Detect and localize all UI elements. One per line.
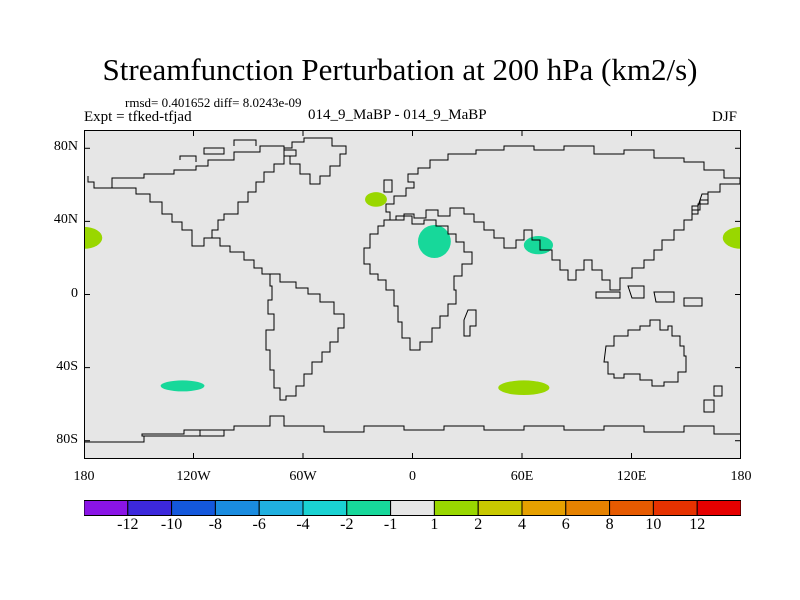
colorbar-swatch (171, 500, 216, 516)
colorbar-swatch (127, 500, 173, 516)
colorbar-label: 8 (605, 516, 614, 533)
colorbar-swatch (84, 500, 129, 516)
coastline-eurasia (385, 145, 741, 291)
lon-tick-label: 0 (409, 469, 416, 484)
anomaly-layer (84, 192, 741, 396)
colorbar-label: -4 (296, 516, 310, 533)
coastline-greenland (283, 137, 347, 185)
colorbar-label: 2 (474, 516, 483, 533)
lat-tick-label: 80N (53, 139, 78, 155)
colorbar-swatch (477, 500, 523, 516)
coastline-madagascar (463, 309, 477, 337)
colorbar-label: 10 (645, 516, 662, 533)
colorbar-label: -2 (340, 516, 354, 533)
blob-pacific-west-edge (84, 226, 103, 249)
colorbar-label: -10 (160, 516, 183, 533)
blob-north-africa (417, 225, 451, 258)
colorbar-label: 6 (561, 516, 570, 533)
coastline-australia (603, 319, 687, 387)
colorbar-label: -12 (117, 516, 139, 533)
chart-title: Streamfunction Perturbation at 200 hPa (… (102, 52, 698, 87)
colorbar-label: -6 (252, 516, 266, 533)
colorbar-label: -8 (208, 516, 223, 533)
blob-north-atlantic (365, 192, 387, 207)
lon-tick-label: 180 (73, 469, 95, 484)
experiment-label: Expt = tfked-tfjad (84, 109, 192, 125)
coastline-antarctica (84, 415, 741, 443)
coastline-antarctic-shelf (141, 429, 225, 437)
lon-tick-label: 180 (730, 469, 752, 484)
colorbar-label: -1 (383, 516, 398, 533)
lon-tick-label: 60W (289, 469, 317, 484)
lat-tick-label: 80S (56, 431, 78, 447)
lon-tick-label: 60E (510, 469, 534, 484)
lat-tick-label: 40N (53, 212, 78, 228)
subtitle: 014_9_MaBP - 014_9_MaBP (308, 107, 487, 123)
colorbar-swatch (652, 500, 698, 516)
blob-south-pacific (160, 380, 205, 392)
coastline-north-america (87, 145, 297, 247)
stats-line: rmsd= 0.401652 diff= 8.0243e-09 (125, 95, 302, 110)
colorbar-swatch (433, 500, 479, 516)
lon-tick-label: 120W (176, 469, 211, 484)
colorbar-swatch (696, 500, 741, 516)
coastlines (84, 137, 741, 443)
map-background (84, 130, 741, 459)
colorbar-swatch (258, 500, 304, 516)
coastline-indonesia (595, 285, 703, 307)
colorbar-swatch (346, 500, 392, 516)
lat-tick-label: 0 (71, 285, 78, 301)
colorbar-swatch (609, 500, 654, 516)
coastline-arctic-islands (179, 139, 257, 162)
colorbar-swatch (521, 500, 567, 516)
colorbar-label: 12 (689, 516, 706, 533)
map-panel (84, 130, 741, 459)
colorbar-swatch (390, 500, 435, 516)
colorbar-swatch (565, 500, 611, 516)
blob-indian-ocean (498, 380, 550, 396)
coastline-japan (691, 193, 709, 215)
season-label: DJF (712, 109, 738, 125)
blob-pacific-east-edge (722, 226, 741, 249)
axis-ticks (84, 130, 741, 459)
colorbar-swatch (214, 500, 260, 516)
coastline-british-isles (383, 179, 393, 193)
lon-tick-label: 120E (616, 469, 647, 484)
colorbar (84, 500, 741, 516)
coastline-south-america (265, 273, 345, 401)
lat-tick-label: 40S (56, 358, 78, 374)
colorbar-label: 4 (518, 516, 526, 533)
blob-arabian-sea (523, 236, 554, 255)
coastline-africa (363, 215, 473, 351)
colorbar-label: 1 (430, 516, 439, 533)
colorbar-swatch (302, 500, 348, 516)
coastline-new-zealand (703, 385, 723, 413)
coastline-central-america (212, 237, 270, 275)
